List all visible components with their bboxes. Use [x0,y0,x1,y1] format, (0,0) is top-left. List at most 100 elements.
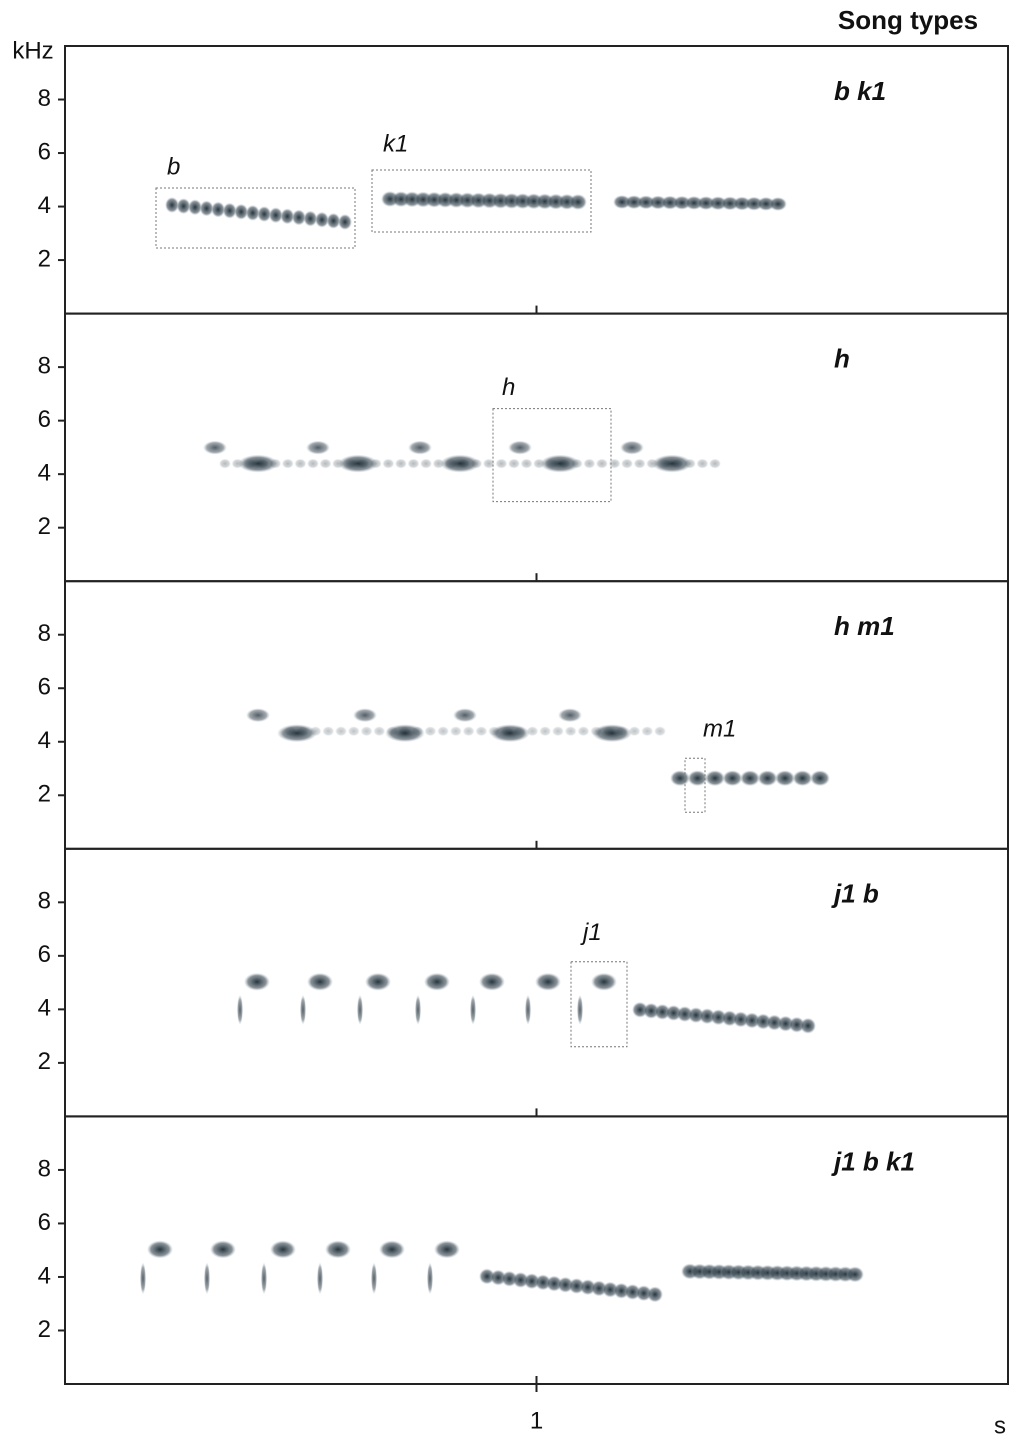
syllable [307,972,333,991]
syllable [620,440,644,455]
syllable [319,458,332,469]
y-tick-label: 8 [38,352,51,379]
syllable [846,1266,864,1283]
syllable [775,770,795,787]
syllable [277,724,317,743]
syllable [654,726,666,737]
annotation-box [155,187,356,249]
syllable [470,994,476,1025]
y-tick-label: 8 [38,1155,51,1182]
syllable [641,726,654,737]
syllable [508,440,532,455]
annotation-label: h [502,374,515,401]
syllable [722,770,743,787]
syllable [291,209,306,226]
syllable [740,770,760,787]
syllable [462,726,475,737]
syllable [595,458,608,469]
syllable [475,726,488,737]
annotation-label: b [167,153,180,180]
annotation-box [492,408,612,503]
syllable [427,1262,433,1295]
syllable [244,972,270,991]
syllable [199,200,214,217]
syllable [245,204,260,221]
syllable [535,972,561,991]
syllable [453,708,477,723]
y-tick-label: 4 [38,727,51,754]
syllable [306,440,330,455]
syllable [203,440,227,455]
syllable [338,454,378,473]
syllable [360,726,373,737]
syllable [670,770,690,787]
syllable [394,458,407,469]
syllable [792,770,813,787]
x-axis-label: s [994,1412,1006,1439]
syllable [322,726,335,737]
syllable [219,458,231,469]
syllable [365,972,391,991]
syllable [176,198,191,215]
syllable [551,726,564,737]
y-tick-label: 8 [38,620,51,647]
syllable [507,458,520,469]
y-tick-label: 8 [38,85,51,112]
syllable [326,212,341,229]
syllable [437,726,450,737]
syllable [335,726,348,737]
y-tick-label: 2 [38,245,51,272]
syllable [281,458,294,469]
syllable [591,972,617,991]
syllable [300,994,306,1025]
y-tick-label: 4 [38,995,51,1022]
syllable [424,726,437,737]
syllable [222,202,237,219]
syllable [652,454,692,473]
syllable [757,770,778,787]
syllable [165,197,179,213]
annotation-label: j1 [580,919,602,946]
y-tick-label: 2 [38,1048,51,1075]
syllable [325,1240,351,1259]
syllable [490,724,530,743]
syllable [800,1017,816,1034]
syllable [385,724,425,743]
y-tick-label: 2 [38,513,51,540]
syllable [621,458,634,469]
syllable [564,726,577,737]
y-tick-label: 4 [38,192,51,219]
y-tick-label: 6 [38,406,51,433]
syllable [408,440,432,455]
syllable [608,458,621,469]
syllable [709,458,721,469]
syllable [479,972,505,991]
syllable [204,1262,210,1295]
syllable [592,724,632,743]
syllable [440,454,480,473]
syllable [338,214,352,230]
syllable [280,208,295,225]
y-axis-label: kHz [12,37,53,64]
syllable [237,994,243,1025]
syllable [424,972,450,991]
x-tick-label: 1 [530,1407,543,1434]
song-type: h m1 [834,611,895,641]
syllable [357,994,363,1025]
annotation-box [570,961,628,1048]
header: Song types [838,5,978,35]
syllable [810,770,830,787]
song-type: h [834,343,850,373]
annotation-box [684,757,706,813]
syllable [306,458,319,469]
syllable [647,1286,663,1303]
syllable [449,726,462,737]
song-type: j1 b [831,879,879,909]
syllable [257,206,272,223]
annotation-box [371,169,592,233]
y-tick-label: 4 [38,1262,51,1289]
syllable [687,770,708,787]
syllable [211,201,226,218]
song-type: b k1 [834,76,886,106]
